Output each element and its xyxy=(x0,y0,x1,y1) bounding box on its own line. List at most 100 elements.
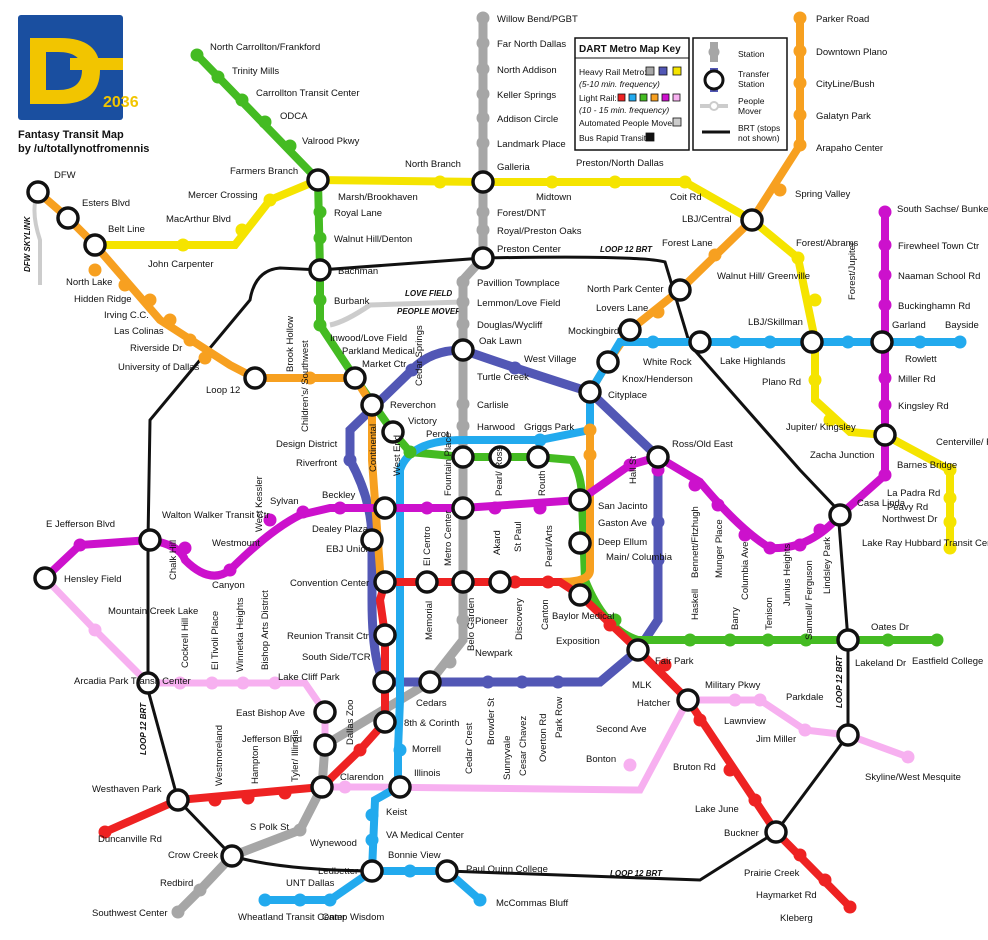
transfer-station xyxy=(373,570,397,594)
station-dot xyxy=(258,115,272,129)
station-label-skyline: Skyline/West Mesquite xyxy=(865,772,961,783)
key-brt-note-1: BRT (stops xyxy=(738,123,780,133)
transfer-station xyxy=(373,496,397,520)
station-label-lbj-central: LBJ/Central xyxy=(682,214,732,225)
station-label-dallas-zoo: Dallas Zoo xyxy=(345,700,356,745)
transfer-station xyxy=(471,246,495,270)
transfer-station xyxy=(415,570,439,594)
station-dot xyxy=(793,848,807,862)
station-dot xyxy=(235,223,249,237)
station-dot xyxy=(488,501,502,515)
station-label-belt-line: Belt Line xyxy=(108,224,145,235)
station-label-willow-bend: Willow Bend/PGBT xyxy=(497,14,578,25)
station-dot xyxy=(476,223,490,237)
station-dot xyxy=(443,655,457,669)
station-dot xyxy=(223,563,237,577)
station-label-north-carrollton: North Carrollton/Frankford xyxy=(210,42,320,53)
station-label-hensley: Hensley Field xyxy=(64,574,122,585)
station-dot xyxy=(353,743,367,757)
transfer-station xyxy=(873,423,897,447)
station-label-mlk: MLK xyxy=(632,680,652,691)
station-dot xyxy=(793,11,807,25)
station-label-bonton: Bonton xyxy=(586,754,616,765)
station-dot xyxy=(313,293,327,307)
station-label-fountain-place: Fountain Place xyxy=(443,433,454,496)
dfw-skylink xyxy=(32,191,42,285)
transfer-station xyxy=(488,445,512,469)
transfer-station xyxy=(646,445,670,469)
station-dot xyxy=(171,905,185,919)
transfer-stations xyxy=(26,168,897,883)
station-dot xyxy=(953,335,967,349)
transfer-station xyxy=(435,859,459,883)
key-people-mover-2: Mover xyxy=(738,106,762,116)
station-label-morrell: Morrell xyxy=(412,744,441,755)
transfer-station xyxy=(381,420,405,444)
station-dot xyxy=(473,893,487,907)
station-dot xyxy=(183,333,197,347)
station-dot xyxy=(190,48,204,62)
key-station-icon xyxy=(708,46,720,58)
station-label-garland: Garland xyxy=(892,320,926,331)
station-label-forest-jupiter: Forest/Jupiter xyxy=(847,242,858,300)
station-label-pioneer: Pioneer xyxy=(475,616,508,627)
station-dot xyxy=(476,87,490,101)
station-label-bachman: Bachman xyxy=(338,266,378,277)
station-dot xyxy=(799,633,813,647)
station-label-munger: Munger Place xyxy=(714,519,725,578)
station-label-keist: Keist xyxy=(386,807,407,818)
station-label-far-north-dallas: Far North Dallas xyxy=(497,39,566,50)
station-label-university-dallas: University of Dallas xyxy=(118,362,200,373)
station-dot xyxy=(508,575,522,589)
station-label-northwest-dr: Northwest Dr xyxy=(882,514,937,525)
station-dot xyxy=(930,633,944,647)
station-label-griggs-park: Griggs Park xyxy=(524,422,574,433)
station-label-belo-garden: Belo Garden xyxy=(466,598,477,651)
station-dot xyxy=(405,363,419,377)
station-dot xyxy=(603,618,617,632)
station-label-forest-abrams: Forest/Abrams xyxy=(796,238,859,249)
transfer-station xyxy=(836,628,860,652)
brt-label-south: LOOP 12 BRT xyxy=(610,869,663,878)
station-label-cesar-chavez: Cesar Chavez xyxy=(518,716,529,776)
key-brt: Bus Rapid Transit: xyxy=(579,133,648,143)
transfer-station xyxy=(764,820,788,844)
station-dot xyxy=(813,523,827,537)
key-transfer-icon xyxy=(703,69,725,91)
station-dot xyxy=(303,371,317,385)
key-transfer-2: Station xyxy=(738,79,765,89)
logo-bar xyxy=(70,58,123,70)
station-dot xyxy=(711,498,725,512)
station-label-samuell: Samuell/ Ferguson xyxy=(804,560,815,640)
station-label-north-addison: North Addison xyxy=(497,65,557,76)
station-label-plano-rd: Plano Rd xyxy=(762,377,801,388)
station-label-downtown-plano: Downtown Plano xyxy=(816,47,887,58)
station-dot xyxy=(541,575,555,589)
station-label-unt-dallas: UNT Dallas xyxy=(286,878,335,889)
station-dot xyxy=(178,541,192,555)
station-label-parkdale: Parkdale xyxy=(786,692,824,703)
station-label-wynewood: Wynewood xyxy=(310,838,357,849)
love-field-people-mover xyxy=(329,299,463,328)
station-dot xyxy=(693,713,707,727)
station-dot xyxy=(658,658,672,672)
station-dot xyxy=(878,398,892,412)
key-people-mover-icon xyxy=(709,101,719,111)
station-label-bishop-arts: Bishop Arts District xyxy=(260,590,271,670)
station-label-sunnyvale: Sunnyvale xyxy=(502,736,513,780)
transfer-station xyxy=(343,366,367,390)
key-brt-note-2: not shown) xyxy=(738,133,780,143)
station-label-childrens: Children's/ Southwest xyxy=(300,340,311,432)
station-dot xyxy=(456,295,470,309)
station-label-lbj-skillman: LBJ/Skillman xyxy=(748,317,803,328)
station-label-sylvan: Sylvan xyxy=(270,496,299,507)
transfer-station xyxy=(56,206,80,230)
station-label-north-lake: North Lake xyxy=(66,277,112,288)
station-label-tyler-illinois: Tyler/ Illinois xyxy=(290,729,301,782)
transfer-station xyxy=(220,844,244,868)
transfer-station xyxy=(33,566,57,590)
station-label-cityline: CityLine/Bush xyxy=(816,79,875,90)
station-label-cockrell: Cockrell Hill xyxy=(180,618,191,668)
logo-year: 2036 xyxy=(103,94,139,111)
station-label-overton: Overton Rd xyxy=(538,713,549,762)
